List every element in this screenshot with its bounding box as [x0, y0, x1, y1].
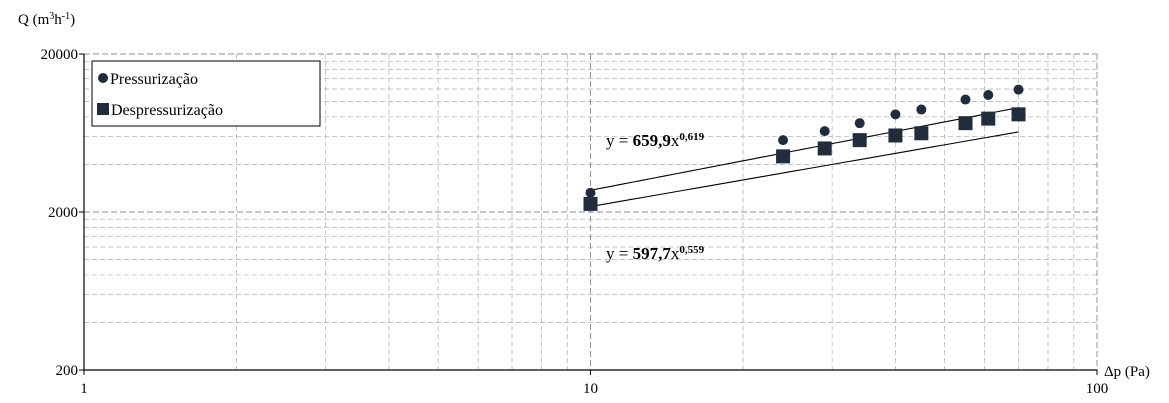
data-point-despressurizacao — [583, 196, 598, 211]
y-axis-label: Q (m3h-1) — [18, 11, 75, 29]
data-markers — [583, 84, 1026, 211]
legend-marker-despressurizacao — [97, 103, 109, 115]
axis-ticks — [79, 53, 1098, 375]
data-point-despressurizacao — [776, 149, 791, 164]
x-tick-label: 100 — [1086, 381, 1109, 397]
tick-labels: 1 10 100 200 2000 20000 — [41, 47, 1109, 397]
data-point-pressurizacao — [854, 118, 865, 129]
data-point-despressurizacao — [852, 133, 867, 148]
legend-label-pressurizacao: Pressurização — [110, 71, 198, 88]
equation-despressurizacao: y = 597,7x0,559 — [606, 244, 705, 263]
data-point-despressurizacao — [1011, 107, 1026, 122]
fit-line-pressurizacao — [590, 107, 1019, 191]
data-point-despressurizacao — [958, 116, 973, 131]
data-point-despressurizacao — [888, 128, 903, 143]
y-tick-label: 20000 — [41, 47, 79, 63]
data-point-pressurizacao — [1013, 84, 1024, 95]
data-point-pressurizacao — [585, 187, 596, 198]
fit-lines — [590, 107, 1019, 208]
equation-pressurizacao: y = 659,9x0,619 — [606, 131, 705, 150]
data-point-despressurizacao — [914, 126, 929, 141]
data-point-pressurizacao — [960, 94, 971, 105]
data-point-pressurizacao — [819, 126, 830, 137]
legend-label-despressurizacao: Despressurização — [111, 102, 223, 119]
data-point-pressurizacao — [890, 109, 901, 120]
data-point-pressurizacao — [983, 90, 994, 101]
y-tick-label: 2000 — [48, 205, 78, 221]
legend-box — [91, 60, 321, 127]
legend: Pressurização Despressurização — [91, 60, 321, 127]
legend-marker-pressurizacao — [98, 73, 108, 83]
data-point-pressurizacao — [916, 104, 927, 115]
x-tick-label: 10 — [583, 381, 598, 397]
x-axis-label: Δp (Pa) — [1104, 364, 1150, 380]
data-point-pressurizacao — [778, 135, 789, 146]
data-point-despressurizacao — [981, 111, 996, 126]
data-point-despressurizacao — [817, 141, 832, 156]
x-tick-label: 1 — [80, 381, 88, 397]
fit-line-despressurizacao — [590, 131, 1019, 208]
y-tick-label: 200 — [56, 363, 79, 379]
grid-major — [84, 53, 1098, 370]
